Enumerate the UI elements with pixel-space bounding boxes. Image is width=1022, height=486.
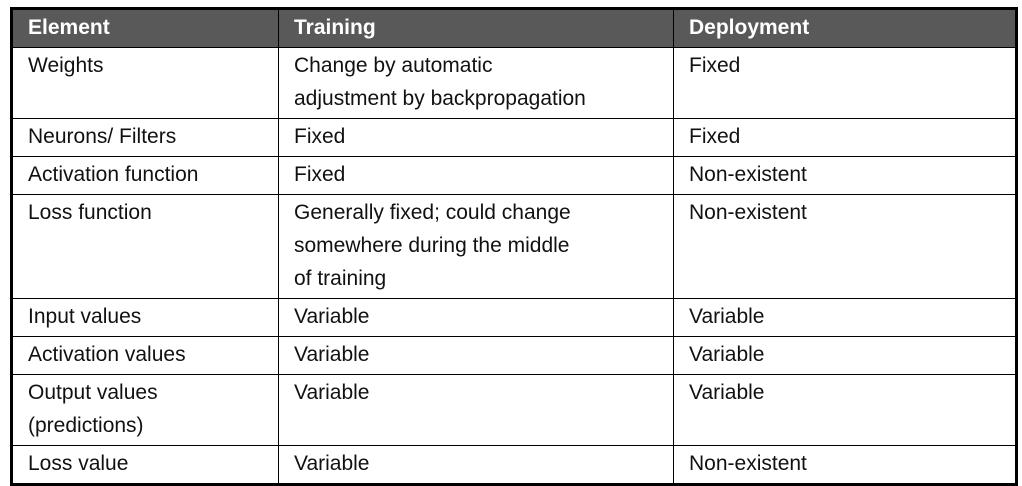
cell-training: Variable <box>278 374 674 446</box>
cell-training: Fixed <box>278 156 674 195</box>
table-row: Weights Change by automatic adjustment b… <box>11 47 1017 119</box>
cell-deployment: Fixed <box>673 118 1017 157</box>
cell-training: Variable <box>278 336 674 375</box>
table-row: Activation values Variable Variable <box>11 336 1017 375</box>
cell-deployment: Non-existent <box>673 194 1017 299</box>
cell-deployment: Non-existent <box>673 156 1017 195</box>
page: Element Training Deployment Weights Chan… <box>10 7 1018 486</box>
cell-training: Change by automatic adjustment by backpr… <box>278 47 674 119</box>
cell-element: Loss value <box>11 445 279 485</box>
table-row: Input values Variable Variable <box>11 298 1017 337</box>
cell-element: Loss function <box>11 194 279 299</box>
cell-deployment: Non-existent <box>673 445 1017 485</box>
cell-element: Activation function <box>11 156 279 195</box>
cell-element: Input values <box>11 298 279 337</box>
table-row: Loss function Generally fixed; could cha… <box>11 194 1017 299</box>
cell-element: Output values (predictions) <box>11 374 279 446</box>
cell-element: Activation values <box>11 336 279 375</box>
cell-deployment: Variable <box>673 336 1017 375</box>
header-cell-element: Element <box>11 8 279 48</box>
cell-training: Variable <box>278 298 674 337</box>
header-cell-deployment: Deployment <box>673 8 1017 48</box>
cell-element: Neurons/ Filters <box>11 118 279 157</box>
cell-deployment: Variable <box>673 298 1017 337</box>
cell-training: Variable <box>278 445 674 485</box>
table-row: Output values (predictions) Variable Var… <box>11 374 1017 446</box>
cell-element: Weights <box>11 47 279 119</box>
cell-deployment: Fixed <box>673 47 1017 119</box>
cell-deployment: Variable <box>673 374 1017 446</box>
cell-training: Fixed <box>278 118 674 157</box>
header-cell-training: Training <box>278 8 674 48</box>
header-row: Element Training Deployment <box>11 8 1017 48</box>
table-row: Activation function Fixed Non-existent <box>11 156 1017 195</box>
cell-training: Generally fixed; could change somewhere … <box>278 194 674 299</box>
table-row: Neurons/ Filters Fixed Fixed <box>11 118 1017 157</box>
comparison-table: Element Training Deployment Weights Chan… <box>10 7 1018 486</box>
table-row: Loss value Variable Non-existent <box>11 445 1017 485</box>
